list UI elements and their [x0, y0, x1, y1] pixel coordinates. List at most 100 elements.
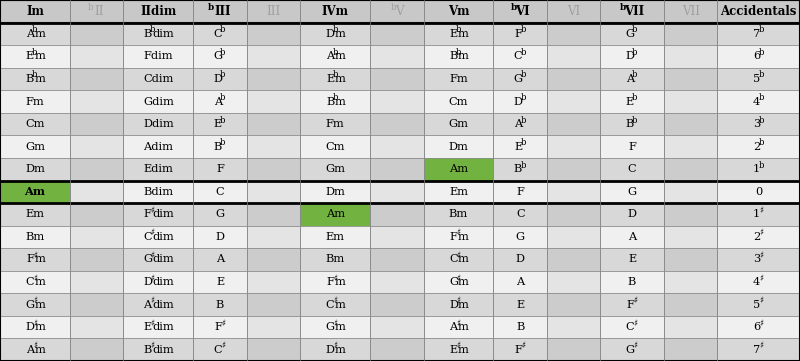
Text: ♯: ♯: [457, 229, 461, 238]
Bar: [300, 68, 370, 90]
Text: Dm: Dm: [325, 187, 345, 197]
Text: ♯: ♯: [221, 341, 225, 350]
Text: m: m: [458, 345, 469, 355]
Text: b: b: [150, 25, 155, 34]
Bar: [664, 248, 718, 271]
Text: b: b: [758, 93, 764, 102]
Text: III: III: [214, 5, 230, 18]
Bar: [423, 135, 494, 158]
Bar: [0, 135, 70, 158]
Text: A: A: [516, 277, 524, 287]
Text: F: F: [214, 322, 222, 332]
Bar: [718, 113, 800, 135]
Bar: [123, 203, 194, 226]
Text: b: b: [220, 70, 226, 79]
Bar: [600, 180, 664, 203]
Text: E: E: [516, 300, 524, 310]
Bar: [0, 271, 70, 293]
Bar: [246, 248, 300, 271]
Bar: [0, 316, 70, 339]
Text: IVm: IVm: [322, 5, 349, 18]
Bar: [370, 0, 423, 22]
Bar: [123, 316, 194, 339]
Text: G: G: [143, 255, 152, 265]
Text: G: G: [627, 187, 637, 197]
Bar: [600, 203, 664, 226]
Bar: [718, 339, 800, 361]
Bar: [423, 45, 494, 68]
Bar: [547, 135, 600, 158]
Text: ♯: ♯: [457, 319, 461, 328]
Text: b: b: [758, 48, 764, 57]
Text: F: F: [450, 232, 458, 242]
Bar: [123, 271, 194, 293]
Text: F: F: [514, 29, 522, 39]
Text: Dm: Dm: [25, 164, 45, 174]
Text: D: D: [449, 300, 458, 310]
Bar: [370, 226, 423, 248]
Bar: [0, 68, 70, 90]
Text: VI: VI: [567, 5, 580, 18]
Text: m: m: [334, 96, 346, 106]
Text: F: F: [514, 345, 522, 355]
Text: Fdim: Fdim: [143, 51, 173, 61]
Text: Fm: Fm: [449, 74, 468, 84]
Bar: [547, 68, 600, 90]
Bar: [600, 90, 664, 113]
Bar: [423, 203, 494, 226]
Text: B: B: [626, 119, 634, 129]
Text: Cm: Cm: [26, 119, 45, 129]
Bar: [246, 203, 300, 226]
Text: C: C: [514, 51, 522, 61]
Text: b: b: [220, 93, 226, 102]
Bar: [70, 90, 123, 113]
Text: Cm: Cm: [449, 96, 468, 106]
Text: m: m: [458, 232, 469, 242]
Text: VII: VII: [624, 5, 644, 18]
Bar: [664, 226, 718, 248]
Text: F: F: [516, 187, 524, 197]
Text: C: C: [326, 300, 334, 310]
Bar: [70, 203, 123, 226]
Text: C: C: [450, 255, 458, 265]
Text: 0: 0: [755, 187, 762, 197]
Text: dim: dim: [153, 322, 174, 332]
Bar: [664, 316, 718, 339]
Text: b: b: [88, 3, 94, 12]
Bar: [70, 68, 123, 90]
Bar: [70, 316, 123, 339]
Bar: [300, 135, 370, 158]
Text: B: B: [514, 164, 522, 174]
Bar: [664, 68, 718, 90]
Text: m: m: [34, 345, 46, 355]
Text: VII: VII: [682, 5, 700, 18]
Text: Em: Em: [326, 232, 345, 242]
Bar: [423, 90, 494, 113]
Text: Bdim: Bdim: [143, 187, 174, 197]
Text: Am: Am: [326, 209, 345, 219]
Bar: [70, 339, 123, 361]
Text: m: m: [334, 29, 346, 39]
Bar: [547, 113, 600, 135]
Bar: [194, 135, 246, 158]
Bar: [600, 339, 664, 361]
Text: 5: 5: [753, 74, 760, 84]
Bar: [194, 339, 246, 361]
Bar: [600, 135, 664, 158]
Text: ♯: ♯: [150, 319, 154, 328]
Bar: [718, 180, 800, 203]
Bar: [494, 293, 547, 316]
Text: F: F: [326, 277, 334, 287]
Bar: [370, 180, 423, 203]
Text: E: E: [144, 322, 152, 332]
Text: m: m: [34, 74, 46, 84]
Text: b: b: [32, 25, 38, 34]
Bar: [664, 45, 718, 68]
Text: E: E: [214, 119, 222, 129]
Text: b: b: [511, 3, 518, 12]
Text: E: E: [216, 277, 224, 287]
Text: E: E: [626, 96, 634, 106]
Bar: [547, 271, 600, 293]
Text: b: b: [758, 25, 764, 34]
Text: B: B: [214, 142, 222, 152]
